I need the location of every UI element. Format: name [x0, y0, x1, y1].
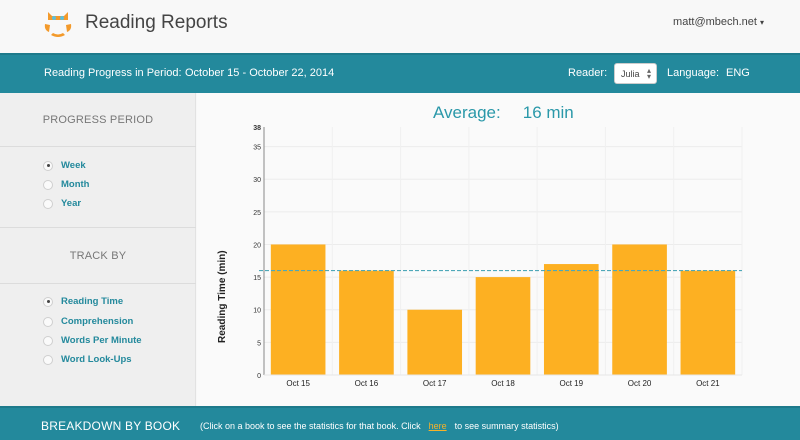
bar-oct-21[interactable] — [680, 270, 736, 375]
y-tick-label: 0 — [257, 373, 261, 380]
divider — [0, 146, 196, 147]
radio-track-words-per-minute[interactable]: Words Per Minute — [43, 335, 142, 346]
radio-label: Reading Time — [61, 296, 124, 307]
breakdown-bar: BREAKDOWN BY BOOK (Click on a book to se… — [0, 406, 800, 440]
hint-text: to see summary statistics) — [454, 421, 559, 431]
period-range: October 15 - October 22, 2014 — [185, 67, 335, 79]
top-bar: Reading Reports matt@mbech.net ▾ — [0, 0, 800, 53]
radio-track-comprehension[interactable]: Comprehension — [43, 316, 133, 327]
x-tick-label: Oct 16 — [355, 379, 379, 388]
radio-period-week[interactable]: Week — [43, 160, 86, 171]
breakdown-hint: (Click on a book to see the statistics f… — [200, 421, 559, 431]
reader-selected-value: Julia — [621, 69, 640, 79]
average-summary: Average: 16 min — [433, 103, 574, 123]
bar-oct-19[interactable] — [543, 264, 599, 375]
radio-checked-icon[interactable] — [43, 160, 53, 171]
language-label: Language: — [667, 67, 719, 79]
average-value: 16 min — [522, 103, 574, 122]
period-bar: Reading Progress in Period: October 15 -… — [0, 53, 800, 93]
bar-oct-15[interactable] — [270, 244, 326, 375]
radio-label: Word Look-Ups — [61, 354, 132, 365]
y-tick-label: 20 — [253, 242, 261, 249]
y-tick-label: 5 — [257, 340, 261, 347]
progress-period-heading: PROGRESS PERIOD — [42, 114, 154, 126]
radio-label: Week — [61, 160, 86, 171]
hint-text: (Click on a book to see the statistics f… — [200, 421, 421, 431]
reader-label: Reader: — [568, 67, 608, 79]
radio-track-word-look-ups[interactable]: Word Look-Ups — [43, 354, 132, 365]
reader-select[interactable]: Julia ▴ ▾ — [614, 63, 657, 84]
x-tick-label: Oct 21 — [696, 379, 720, 388]
bar-oct-20[interactable] — [612, 244, 667, 375]
y-tick-label: 38 — [253, 125, 261, 132]
radio-unchecked-icon[interactable] — [43, 316, 53, 327]
x-tick-label: Oct 17 — [423, 379, 447, 388]
radio-checked-icon[interactable] — [43, 296, 53, 307]
radio-track-reading-time[interactable]: Reading Time — [43, 296, 123, 307]
period-label: Reading Progress in Period: — [44, 67, 182, 79]
y-tick-label: 35 — [253, 145, 261, 152]
select-arrows-icon: ▴ ▾ — [646, 66, 651, 81]
owl-logo-icon — [44, 12, 72, 37]
y-tick-label: 15 — [253, 275, 261, 282]
y-tick-label: 30 — [253, 177, 261, 184]
app-title: Reading Reports — [85, 12, 228, 33]
average-label: Average: — [433, 103, 501, 122]
radio-period-year[interactable]: Year — [43, 198, 81, 209]
user-email: matt@mbech.net — [673, 16, 757, 28]
language-value: ENG — [726, 67, 750, 79]
radio-label: Words Per Minute — [61, 335, 142, 346]
user-menu[interactable]: matt@mbech.net ▾ — [673, 16, 764, 28]
x-tick-label: Oct 18 — [491, 379, 515, 388]
y-tick-label: 25 — [253, 210, 261, 217]
breakdown-title: BREAKDOWN BY BOOK — [41, 419, 181, 433]
radio-label: Year — [61, 198, 82, 209]
radio-unchecked-icon[interactable] — [43, 198, 53, 209]
x-tick-label: Oct 19 — [559, 379, 583, 388]
sidebar: PROGRESS PERIOD Week Month Year TRACK BY… — [0, 93, 196, 406]
radio-unchecked-icon[interactable] — [43, 179, 53, 190]
chart-panel: Average: 16 min Oct 15 Oct 16 Oct 17 Oct 18 O… — [197, 93, 800, 406]
radio-label: Month — [61, 179, 90, 190]
radio-period-month[interactable]: Month — [43, 179, 90, 190]
y-tick-label: 10 — [253, 308, 261, 315]
radio-unchecked-icon[interactable] — [43, 354, 53, 365]
reading-time-bar-chart: Oct 15 Oct 16 Oct 17 Oct 18 Oct 19 Oct 20 Oct … — [253, 125, 743, 388]
divider — [0, 227, 196, 228]
chevron-down-icon: ▾ — [759, 18, 764, 27]
summary-link[interactable]: here — [428, 421, 447, 431]
y-axis-title: Reading Time (min) — [217, 250, 228, 343]
radio-label: Comprehension — [61, 316, 134, 327]
bar-oct-18[interactable] — [475, 277, 531, 375]
bar-oct-16[interactable] — [339, 270, 394, 375]
divider — [0, 283, 196, 284]
radio-unchecked-icon[interactable] — [43, 335, 53, 346]
bar-oct-17[interactable] — [407, 309, 463, 375]
x-tick-label: Oct 15 — [286, 379, 310, 388]
track-by-heading: TRACK BY — [69, 250, 127, 262]
x-tick-label: Oct 20 — [628, 379, 652, 388]
